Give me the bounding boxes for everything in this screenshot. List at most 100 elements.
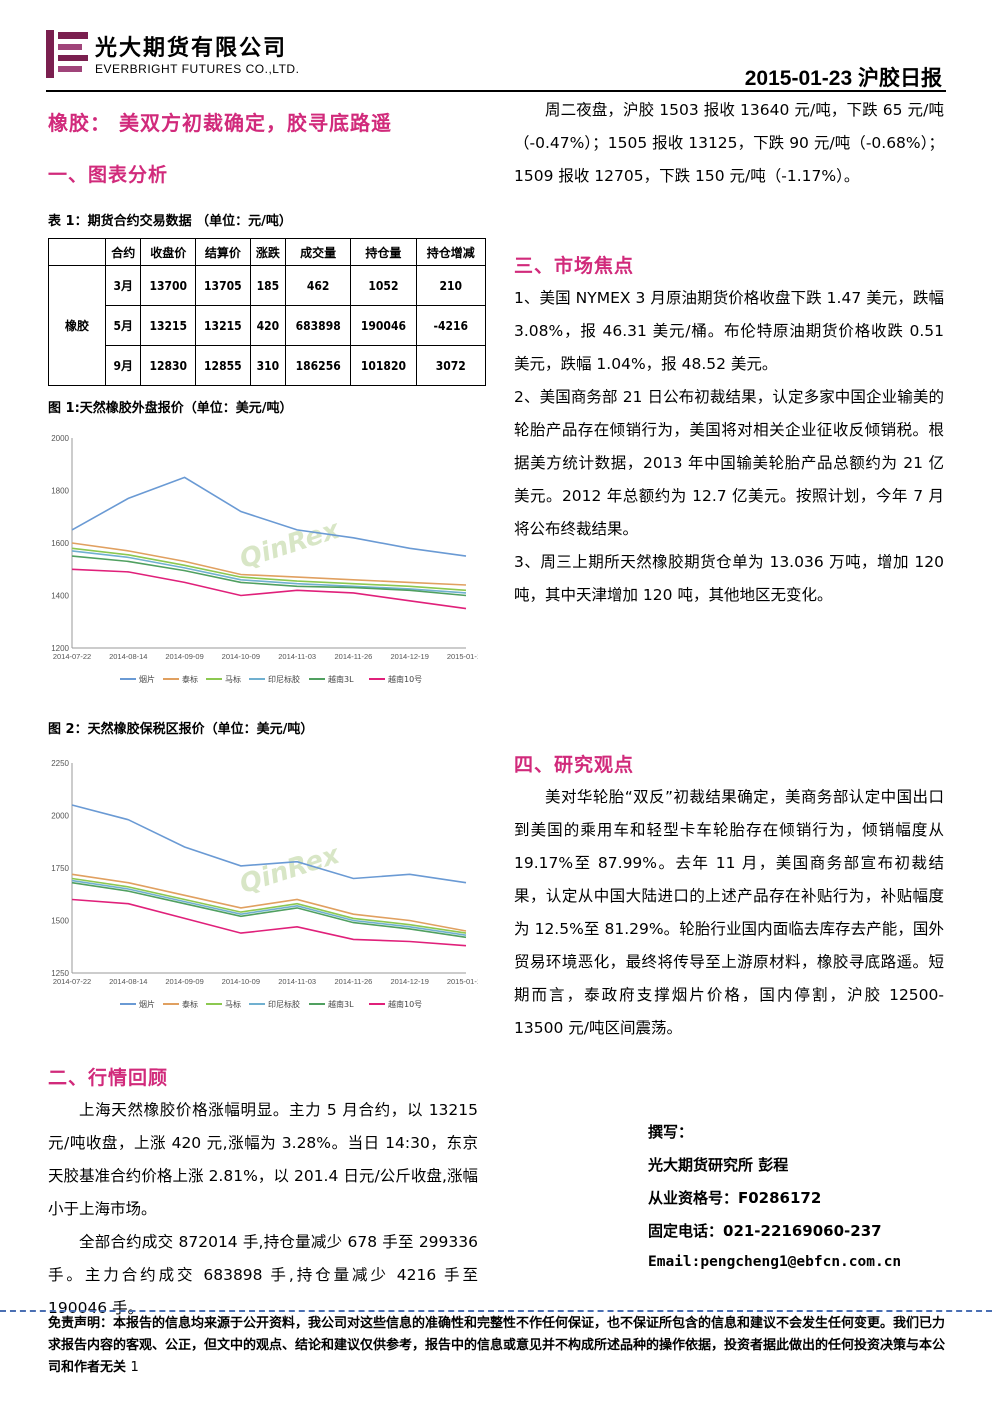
x-tick-label: 2014-12-19 [391,977,429,986]
x-tick-label: 2014-10-09 [222,652,260,661]
table-cell: 5月 [104,305,142,346]
table-header-cell: 持仓增减 [415,238,487,266]
table-header-cell: 成交量 [285,238,352,266]
section-research-view: 四、研究观点 [514,754,635,776]
author-phone: 固定电话：021-22169060-237 [648,1222,882,1240]
series-line [71,568,467,610]
fig1-caption: 图 1:天然橡胶外盘报价（单位：美元/吨） [48,401,293,416]
table-header-cell: 收盘价 [140,238,197,266]
legend-label: 泰标 [182,674,198,684]
table-cell: 9月 [104,345,142,386]
fig2-chart: QinRex 1250 1500 1750 2000 2250 2014-07-22 2014… [51,759,478,1009]
night-session-text: 周二夜盘，沪胶 1503 报收 13640 元/吨，下跌 65 元/吨（-0.4… [514,94,944,193]
series-line [71,881,467,939]
x-tick-label: 2014-08-14 [109,652,147,661]
table-header-cell [48,238,106,266]
fig2-caption: 图 2：天然橡胶保税区报价（单位：美元/吨） [48,722,314,737]
y-tick-label: 1250 [51,969,69,978]
report-date-title: 2015-01-23 沪胶日报 [744,67,942,90]
company-name-en: EVERBRIGHT FUTURES CO.,LTD. [95,62,300,76]
table-cell: 13215 [195,305,251,346]
focus-text: 1、美国 NYMEX 3 月原油期货价格收盘下跌 1.47 美元，跌幅 3.08… [514,282,944,612]
footer-divider [0,1310,992,1312]
x-tick-label: 2014-10-09 [222,977,260,986]
series-line [71,542,467,586]
section-market-focus: 三、市场焦点 [514,255,635,277]
author-label: 撰写： [648,1123,694,1141]
table-cell: 185 [249,265,287,306]
legend-label: 马标 [225,999,241,1009]
y-tick-label: 1600 [51,539,69,548]
company-name-cn: 光大期货有限公司 [95,35,288,61]
series-line [71,898,467,947]
x-tick-label: 2014-07-22 [53,652,91,661]
review-paragraph-2: 全部合约成交 872014 手,持仓量减少 678 手至 299336 手。主力… [48,1233,478,1317]
view-paragraph: 美对华轮胎“双反”初裁结果确定，美商务部认定中国出口到美国的乘用车和轻型卡车轮胎… [514,788,944,1037]
y-tick-label: 1400 [51,592,69,601]
table-cell: 101820 [350,345,417,386]
table-header-row: 合约 收盘价 结算价 涨跌 成交量 持仓量 持仓增减 [48,238,487,266]
table-header-cell: 合约 [104,238,142,266]
table-cell: 190046 [350,305,417,346]
series-line [71,555,467,597]
series-line [71,873,467,932]
legend-label: 越南3L [328,674,354,684]
x-tick-label: 2014-11-03 [278,652,316,661]
table-row: 橡胶 3月 13700 13705 185 462 1052 210 [48,265,487,386]
y-tick-label: 1800 [51,487,69,496]
table-cell: -4216 [415,305,487,346]
y-tick-label: 1750 [51,864,69,873]
table-cell: 683898 [285,305,352,346]
table-cell: 13705 [195,265,251,306]
chart-watermark: QinRex [236,839,344,900]
table-header-cell: 涨跌 [249,238,287,266]
futures-table: 合约 收盘价 结算价 涨跌 成交量 持仓量 持仓增减 橡胶 3月 13700 1… [48,238,487,386]
table-cell: 1052 [350,265,417,306]
table-cell: 420 [249,305,287,346]
series-line [71,476,467,557]
disclaimer-text: 免责声明：本报告的信息均来源于公开资料，我公司对这些信息的准确性和完整性不作任何… [48,1316,946,1375]
chart-watermark: QinRex [236,514,344,575]
legend-label: 马标 [225,674,241,684]
y-tick-label: 2000 [51,812,69,821]
focus-paragraph-2: 2、美国商务部 21 日公布初裁结果，认定多家中国企业输美的轮胎产品存在倾销行为… [514,388,944,538]
table-cell: 210 [415,265,487,306]
night-session-paragraph: 周二夜盘，沪胶 1503 报收 13640 元/吨，下跌 65 元/吨（-0.4… [514,101,944,185]
review-paragraph-1: 上海天然橡胶价格涨幅明显。主力 5 月合约，以 13215 元/吨收盘，上涨 4… [48,1101,478,1218]
view-text: 美对华轮胎“双反”初裁结果确定，美商务部认定中国出口到美国的乘用车和轻型卡车轮胎… [514,781,944,1045]
review-text: 上海天然橡胶价格涨幅明显。主力 5 月合约，以 13215 元/吨收盘，上涨 4… [48,1094,478,1325]
x-tick-label: 2015-01-15 [447,977,478,986]
y-tick-label: 1500 [51,917,69,926]
author-name: 光大期货研究所 彭程 [648,1156,789,1174]
x-tick-label: 2014-08-14 [109,977,147,986]
fig1-chart: QinRex 1200 1400 1600 1800 2000 2014-07-22 2014… [51,434,478,684]
table-row: 5月 13215 13215 420 683898 190046 -4216 [49,305,487,346]
header-divider [46,90,946,92]
table-caption: 表 1：期货合约交易数据 （单位：元/吨） [48,214,292,229]
series-line [71,879,467,936]
legend-label: 烟片 [139,674,155,684]
section-chart-analysis: 一、图表分析 [48,164,169,186]
y-tick-label: 2000 [51,434,69,443]
series-line [71,877,467,934]
table-cell: 462 [285,265,352,306]
y-tick-label: 2250 [51,759,69,768]
legend-label: 泰标 [182,999,198,1009]
author-license: 从业资格号：F0286172 [648,1189,822,1207]
table-cell: 310 [249,345,287,386]
legend-label: 越南10号 [388,999,422,1009]
x-tick-label: 2015-01-15 [447,652,478,661]
legend-label: 越南10号 [388,674,422,684]
legend-label: 印尼标胶 [268,674,300,684]
table-cell: 3072 [415,345,487,386]
table-cell: 186256 [285,345,352,386]
focus-paragraph-3: 3、周三上期所天然橡胶期货仓单为 13.036 万吨，增加 120 吨，其中天津… [514,553,944,604]
x-tick-label: 2014-11-26 [335,977,373,986]
author-email: Email:pengcheng1@ebfcn.com.cn [648,1254,902,1270]
x-tick-label: 2014-11-03 [278,977,316,986]
y-tick-label: 1200 [51,644,69,653]
table-row: 9月 12830 12855 310 186256 101820 3072 [49,345,487,386]
table-group-cell: 橡胶 [48,265,106,386]
x-tick-label: 2014-07-22 [53,977,91,986]
table-cell: 12855 [195,345,251,386]
